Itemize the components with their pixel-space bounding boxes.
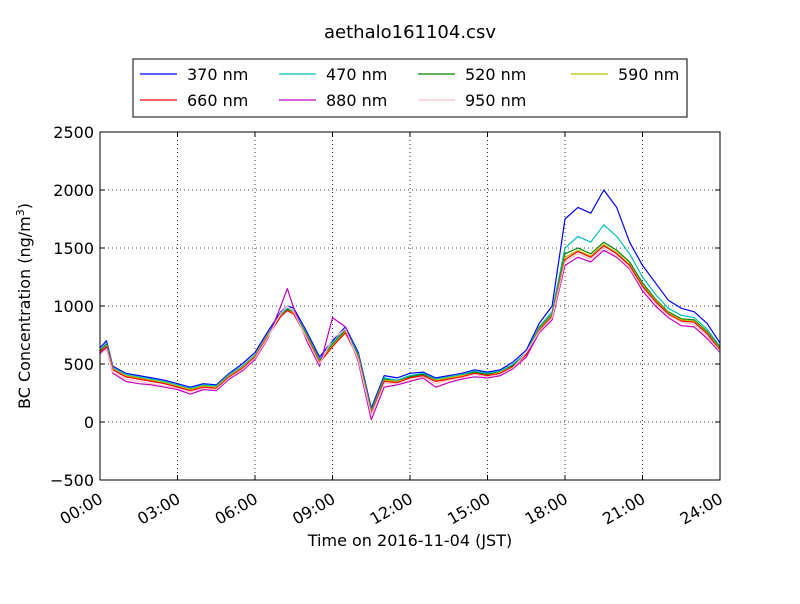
legend-label: 590 nm [618, 65, 679, 84]
y-tick-label: 0 [84, 413, 94, 432]
y-tick-label: 2500 [53, 123, 94, 142]
legend: 370 nm 470 nm 520 nm 590 nm 660 nm 880 nm 950 … [132, 58, 688, 118]
y-axis-label-suffix: ) [15, 203, 34, 209]
legend-label: 520 nm [465, 65, 526, 84]
y-tick-label: 500 [63, 355, 94, 374]
legend-label: 470 nm [326, 65, 387, 84]
y-axis-label-superscript: 3 [14, 209, 27, 216]
legend-label: 950 nm [465, 91, 526, 110]
series-line [99, 189, 721, 409]
chart-title: aethalo161104.csv [324, 22, 496, 43]
x-axis-label: Time on 2016-11-04 (JST) [307, 531, 512, 550]
y-axis-label-main: BC Concentration (ng/m [15, 216, 34, 409]
y-axis-label: BC Concentration (ng/m3) [14, 203, 34, 409]
series-lines [99, 189, 721, 421]
series-line [99, 243, 721, 414]
y-tick-label: 1000 [53, 297, 94, 316]
legend-label: 370 nm [187, 65, 248, 84]
series-line [99, 247, 721, 416]
series-line [99, 224, 721, 411]
series-line [99, 249, 721, 421]
legend-label: 880 nm [326, 91, 387, 110]
y-tick-label: 1500 [53, 239, 94, 258]
y-tick-label: −500 [50, 471, 94, 490]
y-tick-label: 2000 [53, 181, 94, 200]
legend-frame [132, 58, 688, 118]
series-line [99, 245, 721, 415]
grid-lines [100, 132, 720, 480]
legend-label: 660 nm [187, 91, 248, 110]
